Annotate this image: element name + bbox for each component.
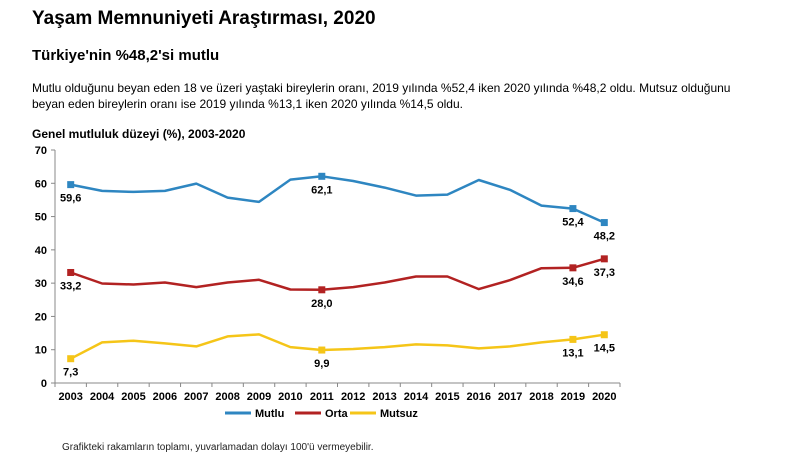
legend-label: Orta — [325, 408, 349, 420]
data-point-marker — [67, 268, 75, 276]
series-line-orta — [70, 257, 605, 292]
data-label: 13,1 — [562, 347, 583, 359]
x-tick-label: 2009 — [247, 391, 271, 403]
series-line-mutsuz — [70, 333, 605, 360]
data-point-marker — [318, 172, 326, 180]
data-point-marker — [600, 255, 608, 263]
data-point-marker — [600, 331, 608, 339]
series-line-mutlu — [70, 175, 605, 224]
x-tick-label: 2018 — [529, 391, 553, 403]
data-point-marker — [600, 219, 608, 227]
legend-label: Mutlu — [255, 408, 284, 420]
data-label: 62,1 — [311, 184, 332, 196]
x-tick-label: 2003 — [58, 391, 82, 403]
x-tick-label: 2011 — [310, 391, 334, 403]
data-label: 33,2 — [60, 280, 81, 292]
data-point-marker — [569, 335, 577, 343]
x-tick-label: 2016 — [467, 391, 491, 403]
page-title: Yaşam Memnuniyeti Araştırması, 2020 — [32, 8, 376, 29]
x-tick-label: 2017 — [498, 391, 522, 403]
x-tick-label: 2008 — [215, 391, 239, 403]
data-label: 7,3 — [63, 367, 78, 379]
x-tick-label: 2019 — [561, 391, 585, 403]
page-subtitle: Türkiye'nin %48,2'si mutlu — [32, 47, 220, 64]
y-tick-label: 40 — [35, 245, 47, 257]
x-tick-label: 2014 — [404, 391, 429, 403]
data-point-marker — [67, 355, 75, 363]
data-point-marker — [67, 181, 75, 189]
data-point-marker — [569, 264, 577, 272]
legend-label: Mutsuz — [380, 408, 418, 420]
x-tick-label: 2013 — [372, 391, 396, 403]
x-tick-label: 2020 — [592, 391, 616, 403]
x-tick-label: 2010 — [278, 391, 302, 403]
data-label: 9,9 — [314, 358, 329, 370]
chart-title: Genel mutluluk düzeyi (%), 2003-2020 — [32, 127, 246, 141]
data-label: 14,5 — [594, 343, 615, 355]
data-label: 28,0 — [311, 298, 332, 310]
x-tick-label: 2007 — [184, 391, 208, 403]
y-tick-label: 60 — [35, 178, 47, 190]
data-point-marker — [318, 346, 326, 354]
x-tick-label: 2004 — [90, 391, 115, 403]
description-text: Mutlu olduğunu beyan eden 18 ve üzeri ya… — [32, 81, 731, 111]
y-tick-label: 0 — [41, 378, 47, 390]
y-tick-label: 50 — [35, 212, 47, 224]
data-label: 59,6 — [60, 193, 81, 205]
x-tick-label: 2015 — [435, 391, 459, 403]
y-tick-label: 10 — [35, 345, 47, 357]
y-tick-label: 30 — [35, 278, 47, 290]
x-tick-label: 2006 — [153, 391, 177, 403]
y-tick-label: 20 — [35, 311, 47, 323]
data-label: 52,4 — [562, 217, 584, 229]
footnote: Grafikteki rakamların toplamı, yuvarlama… — [62, 442, 374, 453]
x-tick-label: 2005 — [121, 391, 145, 403]
x-tick-label: 2012 — [341, 391, 365, 403]
data-label: 37,3 — [594, 267, 615, 279]
y-tick-label: 70 — [35, 145, 47, 157]
data-point-marker — [318, 286, 326, 294]
data-point-marker — [569, 205, 577, 213]
data-label: 34,6 — [562, 276, 583, 288]
data-label: 48,2 — [594, 231, 615, 243]
